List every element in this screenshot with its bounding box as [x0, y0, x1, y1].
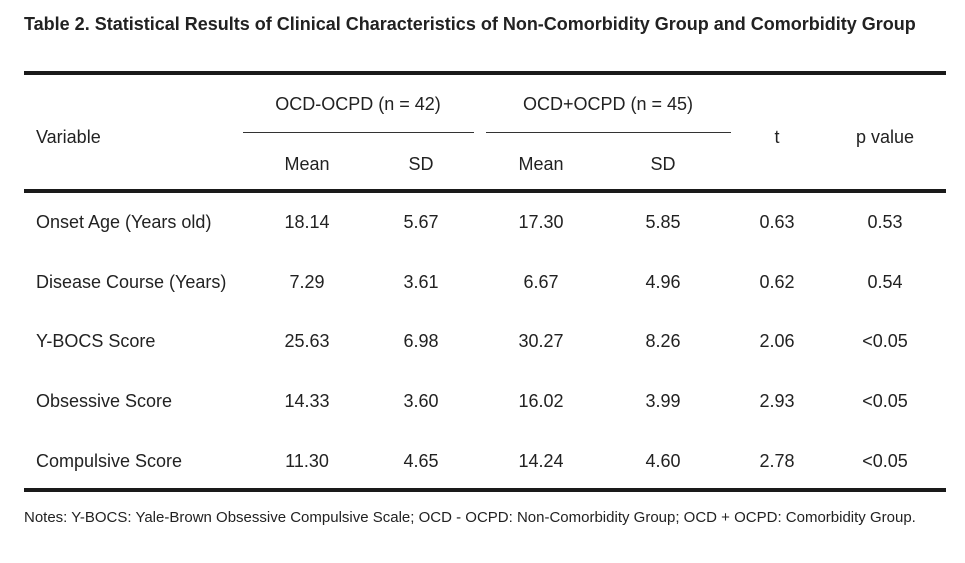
row-variable: Obsessive Score — [36, 391, 173, 411]
row-sd-group2: 4.96 — [645, 272, 681, 292]
row-mean-group2: 17.30 — [518, 212, 564, 232]
row-sd-group1: 4.65 — [403, 451, 439, 471]
row-p-value: <0.05 — [862, 391, 908, 411]
header-mean-group2: Mean — [518, 154, 564, 174]
row-mean-group1: 14.33 — [284, 391, 330, 411]
row-sd-group1: 5.67 — [403, 212, 439, 232]
row-sd-group2: 5.85 — [645, 212, 681, 232]
row-t: 2.93 — [759, 391, 795, 411]
row-mean-group2: 14.24 — [518, 451, 564, 471]
row-mean-group1: 7.29 — [289, 272, 325, 292]
row-p-value: 0.53 — [867, 212, 903, 232]
header-sd-group1: SD — [408, 154, 434, 174]
row-mean-group2: 6.67 — [523, 272, 559, 292]
group2-underline — [486, 132, 731, 133]
row-t: 2.78 — [759, 451, 795, 471]
header-mean-group1: Mean — [284, 154, 330, 174]
row-mean-group1: 18.14 — [284, 212, 330, 232]
row-mean-group2: 16.02 — [518, 391, 564, 411]
row-t: 0.63 — [759, 212, 795, 232]
header-group-ocd-plus-ocpd: OCD+OCPD (n = 45) — [522, 94, 694, 114]
row-sd-group2: 8.26 — [645, 331, 681, 351]
row-sd-group1: 6.98 — [403, 331, 439, 351]
table-title: Table 2. Statistical Results of Clinical… — [24, 14, 916, 34]
header-rule — [24, 189, 946, 193]
row-t: 0.62 — [759, 272, 795, 292]
row-variable: Disease Course (Years) — [36, 272, 227, 292]
row-sd-group2: 4.60 — [645, 451, 681, 471]
row-sd-group1: 3.60 — [403, 391, 439, 411]
table-notes: Notes: Y-BOCS: Yale-Brown Obsessive Comp… — [24, 509, 916, 526]
row-mean-group2: 30.27 — [518, 331, 564, 351]
row-sd-group2: 3.99 — [645, 391, 681, 411]
row-variable: Y-BOCS Score — [36, 331, 156, 351]
row-mean-group1: 25.63 — [284, 331, 330, 351]
row-p-value: 0.54 — [867, 272, 903, 292]
row-mean-group1: 11.30 — [285, 451, 329, 471]
group1-underline — [243, 132, 474, 133]
row-sd-group1: 3.61 — [403, 272, 439, 292]
header-p-value: p value — [855, 127, 915, 147]
header-t: t — [774, 127, 780, 147]
row-p-value: <0.05 — [862, 331, 908, 351]
header-group-ocd-minus-ocpd: OCD-OCPD (n = 42) — [275, 94, 441, 114]
header-sd-group2: SD — [650, 154, 676, 174]
header-variable: Variable — [36, 127, 101, 147]
row-t: 2.06 — [759, 331, 795, 351]
row-p-value: <0.05 — [862, 451, 908, 471]
bottom-rule — [24, 488, 946, 492]
row-variable: Onset Age (Years old) — [36, 212, 212, 232]
top-rule — [24, 71, 946, 75]
row-variable: Compulsive Score — [36, 451, 183, 471]
